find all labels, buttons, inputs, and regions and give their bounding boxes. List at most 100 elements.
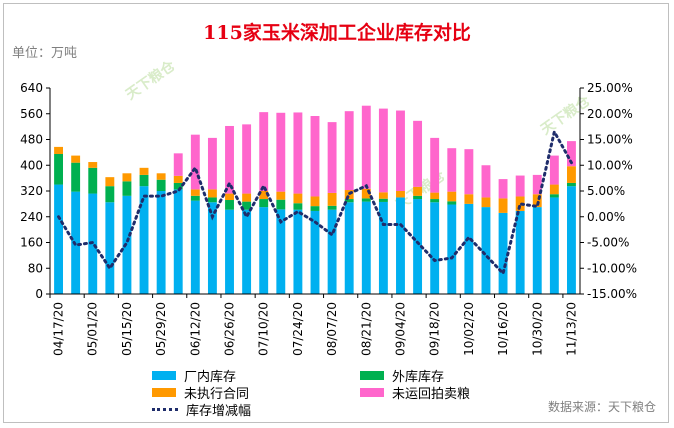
right-tick-label: 5.00%: [587, 184, 625, 198]
bar-unexecuted-contracts: [54, 146, 63, 154]
bar-factory-stock: [430, 202, 440, 294]
bar-factory-stock: [515, 210, 525, 294]
bar-factory-stock: [156, 191, 166, 294]
bar-unexecuted-contracts: [276, 191, 286, 200]
bar-factory-stock: [173, 189, 183, 294]
bar-external-stock: [105, 186, 115, 203]
bar-unexecuted-contracts: [327, 192, 337, 206]
bar-auction-grain: [293, 112, 303, 194]
legend-item-external-stock: 外库库存: [360, 366, 444, 385]
bar-auction-grain: [242, 124, 252, 194]
data-source: 数据来源：天下粮仓: [547, 400, 656, 414]
bar-factory-stock: [327, 209, 337, 294]
bar-external-stock: [293, 203, 303, 210]
bar-factory-stock: [361, 201, 371, 294]
x-tick-label: 08/21/20: [359, 302, 373, 356]
bar-auction-grain: [396, 110, 405, 191]
bar-external-stock: [378, 198, 388, 202]
unit-label: 单位：万吨: [12, 46, 78, 61]
bar-external-stock: [242, 201, 252, 210]
legend-label-external-stock: 外库库存: [392, 370, 445, 385]
bar-unexecuted-contracts: [225, 193, 234, 201]
bar-external-stock: [156, 179, 166, 191]
bar-unexecuted-contracts: [532, 194, 542, 208]
bar-unexecuted-contracts: [259, 191, 269, 200]
bar-auction-grain: [310, 116, 320, 197]
x-tick-label: 05/01/20: [86, 302, 100, 356]
left-tick-label: 160: [20, 236, 43, 250]
bar-unexecuted-contracts: [413, 186, 423, 196]
chart-title: 115家玉米深加工企业库存对比: [203, 22, 471, 44]
bar-unexecuted-contracts: [173, 175, 183, 183]
legend-label-auction-grain: 未运回拍卖粮: [392, 387, 471, 402]
x-tick-label: 05/15/20: [120, 302, 134, 356]
right-tick-label: 0.00%: [587, 210, 625, 224]
bar-factory-stock: [276, 209, 286, 294]
right-tick-label: 15.00%: [587, 133, 633, 147]
bar-external-stock: [139, 174, 149, 187]
right-tick-label: -15.00%: [587, 287, 637, 301]
legend-label-factory-stock: 厂内库存: [184, 370, 237, 385]
left-tick-label: 400: [20, 158, 43, 172]
bar-external-stock: [122, 181, 132, 196]
bar-unexecuted-contracts: [71, 155, 81, 163]
left-tick-label: 480: [20, 133, 43, 147]
right-tick-label: 25.00%: [587, 81, 633, 95]
legend-swatch-unexecuted-contracts: [152, 388, 176, 397]
bar-factory-stock: [464, 203, 474, 294]
bar-auction-grain: [567, 141, 576, 167]
bar-external-stock: [310, 206, 320, 211]
legend-label-unexecuted-contracts: 未执行合同: [184, 387, 250, 402]
bar-factory-stock: [549, 197, 559, 294]
bar-factory-stock: [310, 210, 320, 294]
bar-factory-stock: [259, 207, 269, 294]
bar-external-stock: [549, 194, 559, 198]
legend-swatch-auction-grain: [360, 388, 384, 397]
bar-factory-stock: [344, 202, 354, 294]
bar-auction-grain: [361, 105, 371, 189]
bar-factory-stock: [242, 209, 252, 294]
bar-external-stock: [207, 197, 217, 203]
bar-factory-stock: [567, 186, 576, 294]
x-tick-label: 09/04/20: [393, 302, 407, 356]
bar-unexecuted-contracts: [190, 189, 200, 196]
legend-label-change-rate: 库存增减幅: [186, 404, 252, 419]
bar-auction-grain: [344, 111, 354, 191]
bar-external-stock: [567, 182, 576, 187]
bar-unexecuted-contracts: [156, 173, 166, 180]
bar-factory-stock: [54, 184, 63, 294]
bar-unexecuted-contracts: [88, 162, 98, 168]
bar-unexecuted-contracts: [207, 189, 217, 198]
bar-auction-grain: [259, 112, 269, 191]
bar-unexecuted-contracts: [567, 166, 576, 183]
bar-external-stock: [344, 199, 354, 203]
x-tick-label: 10/30/20: [530, 302, 544, 356]
bar-external-stock: [447, 201, 457, 205]
bar-external-stock: [54, 153, 63, 185]
bar-auction-grain: [464, 149, 474, 195]
bar-unexecuted-contracts: [549, 184, 559, 195]
right-tick-label: 20.00%: [587, 107, 633, 121]
bar-unexecuted-contracts: [310, 196, 320, 207]
legend-item-unexecuted-contracts: 未执行合同: [152, 383, 249, 402]
bar-factory-stock: [207, 202, 217, 294]
right-tick-label: 10.00%: [587, 158, 633, 172]
left-tick-label: 80: [28, 261, 43, 275]
x-tick-label: 11/13/20: [564, 302, 578, 356]
bar-auction-grain: [481, 165, 491, 198]
bar-external-stock: [327, 205, 337, 210]
bar-external-stock: [71, 162, 81, 192]
x-tick-label: 10/16/20: [496, 302, 510, 356]
bar-auction-grain: [430, 137, 440, 193]
x-tick-label: 05/29/20: [154, 302, 168, 356]
bar-auction-grain: [413, 120, 423, 187]
bar-factory-stock: [190, 200, 200, 294]
bar-unexecuted-contracts: [378, 192, 388, 199]
bar-external-stock: [361, 198, 371, 202]
left-tick-label: 640: [20, 81, 43, 95]
bar-factory-stock: [481, 207, 491, 294]
bar-auction-grain: [276, 112, 286, 192]
bar-auction-grain: [173, 153, 183, 176]
legend-swatch-external-stock: [360, 371, 384, 380]
legend-swatch-change-rate: [152, 408, 178, 411]
